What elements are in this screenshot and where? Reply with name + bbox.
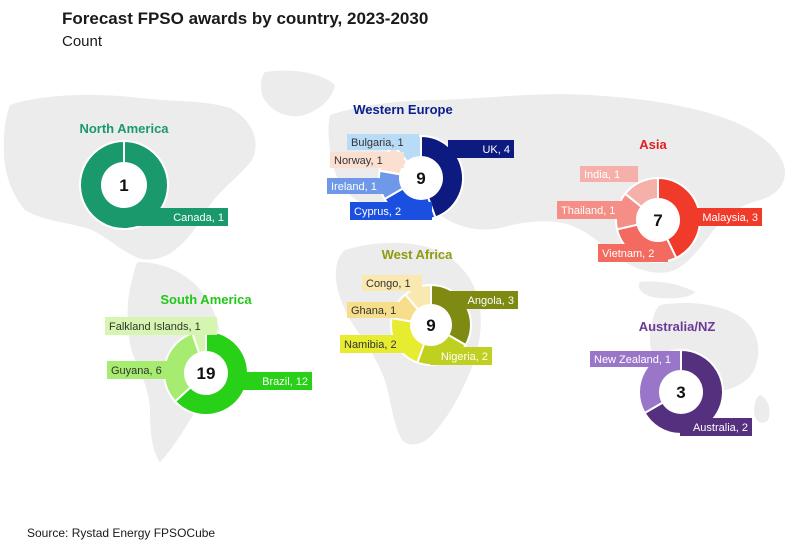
slice-label: UK, 4 [482,144,510,156]
donut-total-label: 9 [426,316,435,335]
slice-label-box [688,208,762,226]
slice-label-box [680,418,752,436]
slice-label: Congo, 1 [366,278,411,290]
donut-hole [412,306,450,344]
donut-hole [401,158,441,198]
slice-label-box [450,291,518,309]
slice-label-box [128,208,228,226]
slice-label-box [557,201,627,219]
slice-canada-1 [79,139,169,230]
donut-hole [103,164,145,206]
slice-india-1 [623,176,659,209]
slice-label: Canada, 1 [173,212,224,224]
region-title: Western Europe [353,102,452,117]
region-title: Australia/NZ [639,319,716,334]
slice-label-box [347,302,405,318]
slice-label-box [430,347,492,365]
region-title: North America [79,121,169,136]
slice-label: Cyprus, 2 [354,206,401,218]
slice-label-box [580,166,638,182]
region-title: Asia [639,137,667,152]
chart-subtitle: Count [62,33,103,50]
donut-total-label: 19 [197,364,216,383]
slice-label-box [350,202,432,220]
slice-label-box [107,361,173,379]
donut-layer: 1 North America Canada, 1 9 Western Europe UK… [79,102,762,436]
slice-label: Ireland, 1 [331,181,377,193]
slice-label: Malaysia, 3 [702,212,758,224]
slice-brazil-12 [173,329,249,416]
donut-asia: 7 Asia Malaysia, 3 Vietnam, 2 Thailand, 1 Ind… [557,137,762,263]
slice-label: Guyana, 6 [111,365,162,377]
slice-label: India, 1 [584,169,620,181]
slice-australia-2 [643,348,724,435]
donut-australia-nz: 3 Australia/NZ Australia, 2 New Zealand, 1 [590,319,752,436]
region-title: South America [160,292,252,307]
slice-label-box [105,317,217,335]
slice-label: Vietnam, 2 [602,248,654,260]
donut-total-label: 7 [653,211,662,230]
donut-hole [186,353,226,393]
slice-label: Ghana, 1 [351,305,396,317]
donut-hole [661,372,701,412]
slice-label-box [362,275,422,291]
slice-label: Bulgaria, 1 [351,137,404,149]
slice-label: New Zealand, 1 [594,354,671,366]
donut-total-label: 1 [119,176,128,195]
slice-label-box [340,335,412,353]
source-note: Source: Rystad Energy FPSOCube [27,526,216,540]
slice-malaysia-3 [657,176,701,260]
donut-north-america: 1 North America Canada, 1 [79,121,228,230]
slice-label: Norway, 1 [334,155,383,167]
donut-total-label: 3 [676,383,685,402]
slice-label: Australia, 2 [693,422,748,434]
slice-label-box [590,351,680,367]
donut-hole [638,200,678,240]
donut-south-america: 19 South America Brazil, 12 Guyana, 6 Falkla… [105,292,312,416]
donut-west-africa: 9 West Africa Angola, 3 Nigeria, 2 Namibia, … [340,247,518,366]
donut-western-europe: 9 Western Europe UK, 4 Cyprus, 2 Ireland, 1 N… [327,102,514,221]
slice-label: Angola, 3 [468,295,514,307]
slice-label-box [598,244,668,262]
slice-label-box [327,178,391,194]
chart-title: Forecast FPSO awards by country, 2023-20… [62,9,429,28]
region-title: West Africa [382,247,454,262]
slice-label: Brazil, 12 [262,376,308,388]
slice-label: Nigeria, 2 [441,351,488,363]
slice-label: Thailand, 1 [561,205,615,217]
slice-label: Falkland Islands, 1 [109,321,201,333]
slice-label-box [347,134,419,150]
slice-label-box [242,372,312,390]
donut-total-label: 9 [416,169,425,188]
slice-label-box [448,140,514,158]
slice-label-box [330,152,404,168]
slice-label: Namibia, 2 [344,339,397,351]
